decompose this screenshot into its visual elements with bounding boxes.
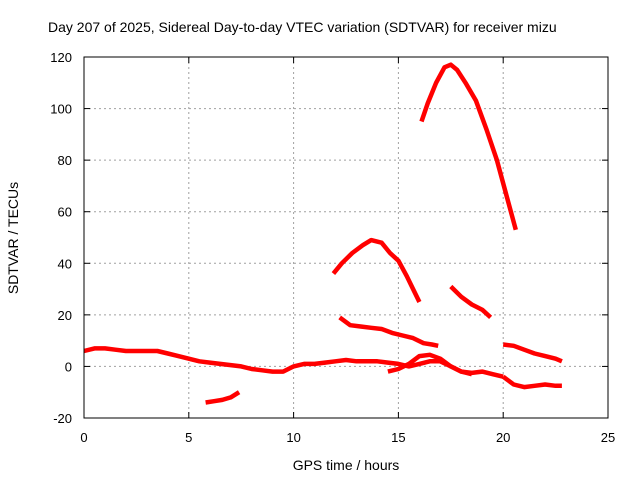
tick-marks (83, 56, 609, 419)
y-tick-label: -20 (53, 411, 72, 426)
series-trace-1 (83, 346, 504, 379)
y-tick-label: 120 (50, 50, 72, 65)
series-trace-8 (449, 284, 493, 320)
y-tick-labels: -20 0 20 40 60 80 100 120 (50, 50, 72, 426)
y-tick-label: 0 (65, 359, 72, 374)
series-trace-3 (387, 352, 473, 377)
x-tick-labels: 0 5 10 15 20 25 (80, 430, 615, 445)
x-tick-label: 0 (80, 430, 87, 445)
x-tick-label: 15 (391, 430, 405, 445)
series-trace-9 (502, 342, 563, 364)
x-tick-label: 25 (601, 430, 615, 445)
x-tick-label: 20 (496, 430, 510, 445)
y-tick-label: 40 (58, 256, 72, 271)
series-trace-6 (338, 315, 439, 349)
y-tick-label: 60 (58, 205, 72, 220)
x-tick-label: 10 (286, 430, 300, 445)
series-trace-4 (205, 390, 241, 405)
series-trace-5 (331, 237, 422, 303)
series-trace-2 (501, 374, 562, 390)
y-axis-label: SDTVAR / TECUs (5, 182, 21, 294)
y-tick-label: 100 (50, 102, 72, 117)
x-axis-label: GPS time / hours (293, 457, 400, 473)
plot-frame (83, 56, 609, 419)
grid-lines (84, 57, 608, 418)
y-tick-label: 80 (58, 153, 72, 168)
y-tick-label: 20 (58, 308, 72, 323)
chart-title: Day 207 of 2025, Sidereal Day-to-day VTE… (48, 19, 557, 35)
x-tick-label: 5 (185, 430, 192, 445)
series-trace-7 (419, 62, 518, 231)
data-traces (83, 62, 563, 405)
